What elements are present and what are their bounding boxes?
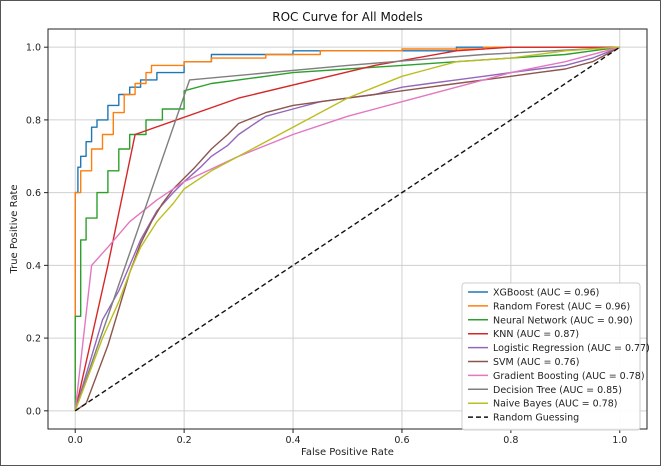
y-tick-label: 0.6 <box>26 188 41 199</box>
series-line-2 <box>74 46 620 411</box>
legend-label-6: Gradient Boosting (AUC = 0.78) <box>493 371 645 382</box>
y-tick-label: 0.8 <box>26 115 41 126</box>
series-line-7 <box>74 46 620 412</box>
legend-label-9: Random Guessing <box>493 413 579 424</box>
y-tick-label: 0.2 <box>26 334 41 345</box>
series-layer <box>74 46 621 412</box>
series-line-0 <box>74 46 620 411</box>
legend-label-3: KNN (AUC = 0.87) <box>493 329 579 340</box>
legend-label-1: Random Forest (AUC = 0.96) <box>493 301 630 312</box>
legend-label-7: Decision Tree (AUC = 0.85) <box>493 385 622 396</box>
y-tick-label: 1.0 <box>26 43 41 54</box>
legend-label-0: XGBoost (AUC = 0.96) <box>493 288 599 299</box>
legend-label-2: Neural Network (AUC = 0.90) <box>493 315 633 326</box>
series-line-9 <box>74 46 621 412</box>
y-tick-label: 0.0 <box>26 406 41 417</box>
legend-label-4: Logistic Regression (AUC = 0.77) <box>493 343 650 354</box>
x-tick-label: 1.0 <box>612 435 627 446</box>
y-tick-label: 0.4 <box>26 261 41 272</box>
series-line-8 <box>74 46 620 412</box>
series-line-4 <box>74 46 621 412</box>
legend: XGBoost (AUC = 0.96) Random Forest (AUC =… <box>461 282 650 431</box>
series-line-3 <box>74 46 620 411</box>
x-tick-label: 0.4 <box>285 435 300 446</box>
legend-label-5: SVM (AUC = 0.76) <box>493 357 579 368</box>
x-tick-label: 0.2 <box>177 435 192 446</box>
x-tick-label: 0.8 <box>503 435 518 446</box>
x-tick-label: 0.0 <box>68 435 83 446</box>
legend-label-8: Naive Bayes (AUC = 0.78) <box>493 399 617 410</box>
chart-title: ROC Curve for All Models <box>272 10 422 24</box>
series-line-1 <box>74 46 620 411</box>
series-line-5 <box>74 46 621 412</box>
legend-box <box>461 282 641 431</box>
x-tick-label: 0.6 <box>394 435 409 446</box>
ticks: 0.0 0.2 0.4 0.6 0.8 1.0 0.0 0.2 0.4 0.6 0.8 1.0 <box>26 43 627 446</box>
series-line-6 <box>74 46 620 411</box>
plot-area <box>47 28 648 430</box>
x-axis-label: False Positive Rate <box>301 447 394 458</box>
y-axis-label: True Positive Rate <box>9 184 20 274</box>
